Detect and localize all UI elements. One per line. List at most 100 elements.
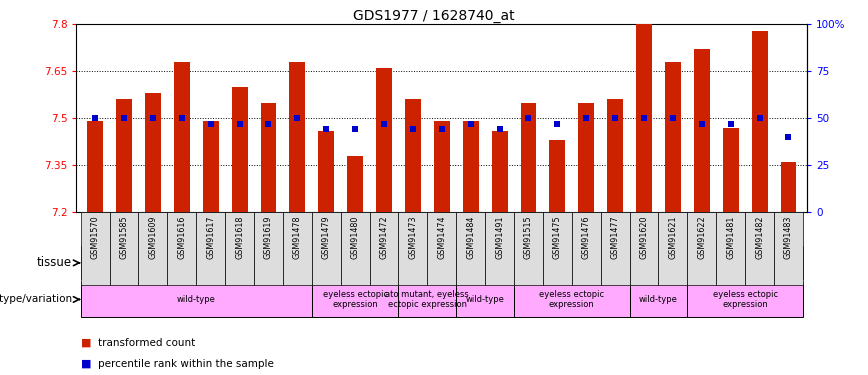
Bar [572,212,601,285]
Point [724,121,738,127]
Text: GSM91618: GSM91618 [235,216,244,259]
Bar [457,246,629,279]
Point [550,121,564,127]
Bar [463,121,478,212]
Point [666,115,680,121]
Text: GSM91617: GSM91617 [207,216,215,259]
Point [493,126,507,132]
Bar [81,282,312,317]
Bar [491,130,508,212]
Bar [629,246,803,279]
Text: GSM91476: GSM91476 [582,216,591,259]
Text: GSM91585: GSM91585 [120,216,128,259]
Bar [81,246,196,279]
Point [406,126,420,132]
Text: ■: ■ [81,338,91,348]
Text: eyeless ectopic
expression: eyeless ectopic expression [539,290,604,309]
Bar [341,212,370,285]
Text: GSM91484: GSM91484 [466,216,475,259]
Bar [283,212,312,285]
Bar [723,128,739,212]
Text: GDS1977 / 1628740_at: GDS1977 / 1628740_at [353,9,515,23]
Point [261,121,275,127]
Text: leg discs: leg discs [304,258,349,268]
Bar [145,93,161,212]
Bar [139,212,168,285]
Bar [659,212,687,285]
Point [781,134,795,140]
Bar [457,212,485,285]
Text: GSM91621: GSM91621 [668,216,677,259]
Bar [716,212,745,285]
Bar [232,87,247,212]
Bar [225,212,254,285]
Bar [514,282,629,317]
Bar [752,31,767,212]
Bar [485,212,514,285]
Text: wild-type: wild-type [177,295,216,304]
Point [89,115,102,121]
Bar [289,62,306,212]
Bar [370,212,398,285]
Point [579,115,593,121]
Bar [116,99,132,212]
Text: GSM91482: GSM91482 [755,216,764,259]
Text: GSM91475: GSM91475 [553,216,562,259]
Point [695,121,709,127]
Point [753,115,766,121]
Bar [398,282,457,317]
Bar [542,212,572,285]
Text: GSM91480: GSM91480 [351,216,359,259]
Bar [636,24,652,212]
Bar [376,68,392,212]
Bar [398,212,427,285]
Bar [405,99,421,212]
Bar [434,121,450,212]
Text: GSM91491: GSM91491 [495,216,504,259]
Bar [578,102,595,212]
Bar [687,212,716,285]
Text: tissue: tissue [37,256,72,269]
Text: GSM91570: GSM91570 [90,216,100,259]
Point [319,126,333,132]
Bar [549,140,565,212]
Point [233,121,247,127]
Bar [629,212,659,285]
Bar [608,99,623,212]
Bar [87,121,103,212]
Text: transformed count: transformed count [98,338,195,348]
Text: antennal discs: antennal discs [505,258,581,268]
Bar [174,62,190,212]
Bar [780,162,797,212]
Point [522,115,536,121]
Text: genotype/variation: genotype/variation [0,294,72,304]
Text: GSM91616: GSM91616 [177,216,187,259]
Bar [196,212,225,285]
Bar [347,156,363,212]
Point [204,121,218,127]
Text: GSM91620: GSM91620 [640,216,648,259]
Bar [312,282,398,317]
Text: GSM91477: GSM91477 [610,216,620,259]
Bar [514,212,542,285]
Bar [457,282,514,317]
Point [435,126,449,132]
Text: wing discs: wing discs [689,258,743,268]
Bar [427,212,457,285]
Point [291,115,305,121]
Bar [694,50,710,212]
Point [146,115,160,121]
Point [348,126,362,132]
Point [464,121,477,127]
Text: GSM91481: GSM91481 [727,216,735,259]
Text: ■: ■ [81,359,91,369]
Text: eyeless ectopic
expression: eyeless ectopic expression [323,290,388,309]
Point [637,115,651,121]
Bar [109,212,139,285]
Bar [521,102,536,212]
Text: eyeless ectopic
expression: eyeless ectopic expression [713,290,778,309]
Bar [665,62,681,212]
Bar [319,130,334,212]
Bar [196,246,457,279]
Bar [745,212,774,285]
